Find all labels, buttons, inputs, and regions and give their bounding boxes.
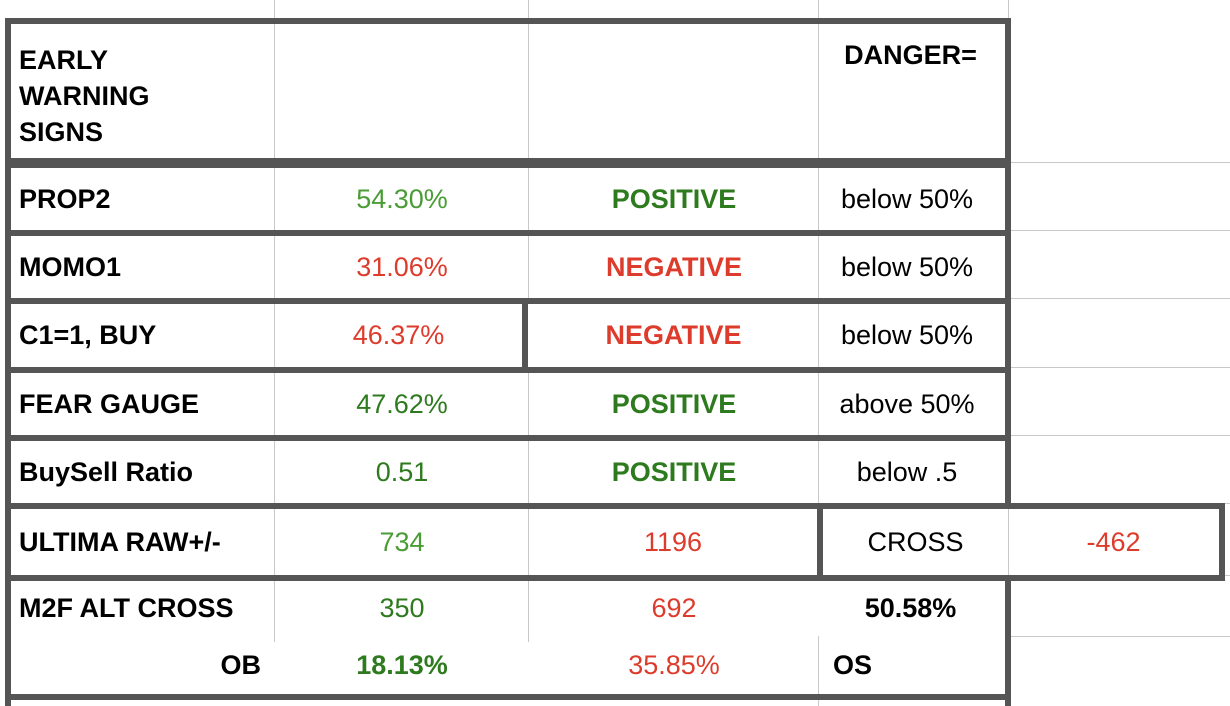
row-label[interactable]: PROP2 [19,183,111,214]
cross-label[interactable]: CROSS [867,526,964,557]
danger-threshold[interactable]: below 50% [840,320,974,350]
row-label[interactable]: MOMO1 [19,251,122,282]
row-value[interactable]: 46.37% [352,320,445,350]
m2f-minus[interactable]: 692 [651,593,697,623]
signal-positive[interactable]: POSITIVE [611,388,737,419]
danger-threshold[interactable]: below 50% [840,251,974,282]
cross-value[interactable]: -462 [1086,526,1141,557]
title-line: SIGNS [19,117,104,147]
title-line: WARNING [19,81,150,111]
row-label[interactable]: C1=1, BUY [19,320,157,350]
ob-value[interactable]: 18.13% [356,649,448,680]
row-value[interactable]: 47.62% [356,388,448,419]
cell-border [522,298,528,373]
m2f-percent[interactable]: 50.58% [864,593,957,623]
title-line: EARLY [19,45,109,75]
gridline [1008,367,1230,368]
danger-threshold[interactable]: above 50% [839,388,975,419]
gridline [528,0,529,22]
gridline [1008,230,1230,231]
row-value[interactable]: 31.06% [356,251,448,282]
row-label[interactable]: ULTIMA RAW+/- [19,526,221,557]
danger-threshold[interactable]: below .5 [856,456,958,487]
early-warning-title[interactable]: EARLY WARNING SIGNS [5,24,275,158]
os-label[interactable]: OS [833,649,873,680]
bottom-border [11,694,1005,700]
header-band [5,18,1011,164]
cross-box [817,503,1225,581]
row-label[interactable]: FEAR GAUGE [19,388,200,419]
gridline [1008,162,1230,163]
os-value[interactable]: 35.85% [628,649,720,680]
ultima-minus[interactable]: 1196 [643,526,703,557]
row-value[interactable]: 54.30% [356,183,448,214]
ultima-plus[interactable]: 734 [379,526,425,557]
signal-negative[interactable]: NEGATIVE [605,320,742,350]
signal-negative[interactable]: NEGATIVE [605,251,742,282]
gridline [1008,435,1230,436]
ob-label[interactable]: OB [220,649,262,680]
m2f-plus[interactable]: 350 [379,593,425,623]
row-label[interactable]: M2F ALT CROSS [19,593,234,623]
row-value[interactable]: 0.51 [375,456,429,487]
gridline [1008,636,1230,637]
row-label[interactable]: BuySell Ratio [19,456,194,487]
signal-positive[interactable]: POSITIVE [611,183,737,214]
signal-positive[interactable]: POSITIVE [611,456,737,487]
gridline [1008,298,1230,299]
gridline [818,0,819,22]
gridline [274,0,275,22]
danger-header[interactable]: DANGER= [844,40,977,70]
danger-threshold[interactable]: below 50% [840,183,974,214]
table-row [5,575,1011,706]
